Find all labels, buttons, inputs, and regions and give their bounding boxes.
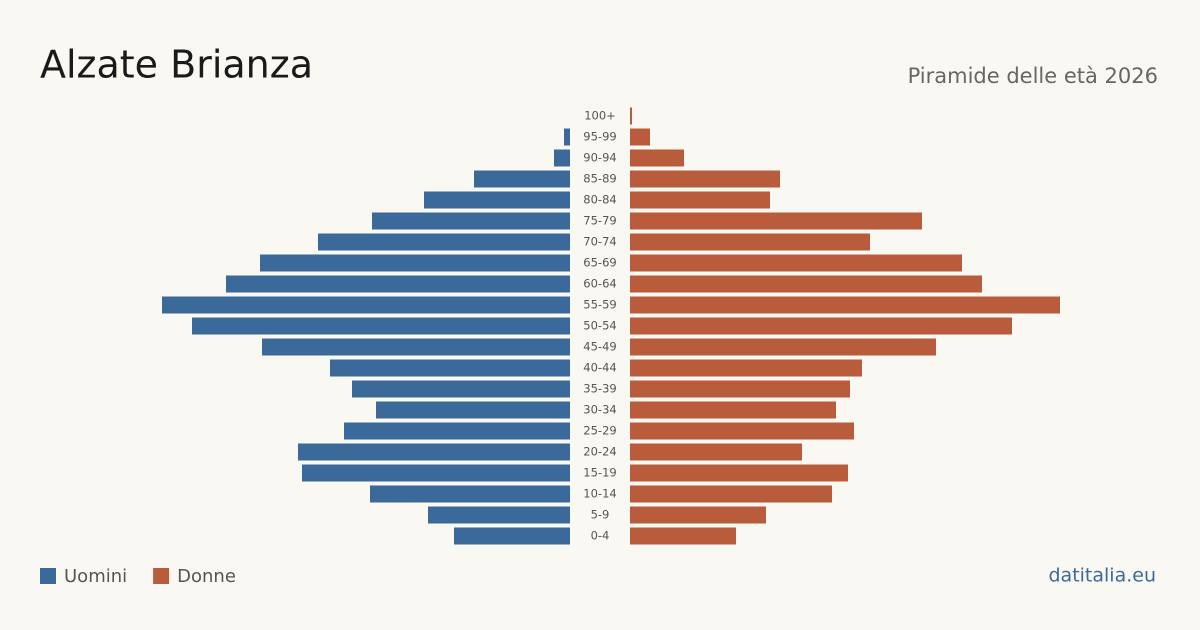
bar	[344, 422, 570, 440]
source: datitalia.eu	[1049, 565, 1157, 587]
age-label: 25-29	[583, 424, 616, 438]
bar	[630, 443, 802, 461]
bar	[630, 296, 1060, 314]
age-label: 20-24	[583, 445, 616, 459]
bar	[226, 275, 570, 293]
age-label: 85-89	[583, 172, 616, 186]
legend-label: Donne	[177, 566, 236, 587]
age-label: 60-64	[583, 277, 616, 291]
age-label: 0-4	[591, 529, 610, 543]
bar	[630, 233, 870, 251]
bar	[318, 233, 570, 251]
bar	[630, 527, 736, 545]
legend-swatch	[40, 568, 56, 584]
bar	[630, 317, 1012, 335]
age-label: 80-84	[583, 193, 616, 207]
bar	[192, 317, 570, 335]
bar	[630, 485, 832, 503]
age-label: 35-39	[583, 382, 616, 396]
bar	[162, 296, 570, 314]
bar	[630, 506, 766, 524]
bar	[630, 212, 922, 230]
bar	[564, 128, 570, 146]
age-label: 95-99	[583, 130, 616, 144]
bar	[630, 275, 982, 293]
bar	[370, 485, 570, 503]
bar	[454, 527, 570, 545]
bar	[630, 128, 650, 146]
age-label: 45-49	[583, 340, 616, 354]
age-label: 75-79	[583, 214, 616, 228]
age-label: 40-44	[583, 361, 616, 375]
bar	[302, 464, 570, 482]
bar	[352, 380, 570, 398]
bar	[474, 170, 570, 188]
bar	[630, 170, 780, 188]
age-label: 65-69	[583, 256, 616, 270]
age-label: 30-34	[583, 403, 616, 417]
bar	[630, 380, 850, 398]
bar	[428, 506, 570, 524]
chart-subtitle: Piramide delle età 2026	[908, 64, 1158, 88]
bar	[554, 149, 570, 167]
bar	[630, 422, 854, 440]
bar	[298, 443, 570, 461]
bar	[630, 191, 770, 209]
bar	[630, 401, 836, 419]
chart-title: Alzate Brianza	[40, 43, 313, 87]
bar	[424, 191, 570, 209]
legend-swatch	[153, 568, 170, 584]
age-label: 15-19	[583, 466, 616, 480]
age-label: 5-9	[591, 508, 610, 522]
legend-label: Uomini	[64, 566, 127, 587]
age-label: 100+	[584, 109, 616, 123]
bar	[330, 359, 570, 377]
bar	[630, 149, 684, 167]
bar	[376, 401, 570, 419]
bar	[372, 212, 570, 230]
bar	[630, 338, 936, 356]
bar	[630, 464, 848, 482]
age-label: 70-74	[583, 235, 616, 249]
bar	[262, 338, 570, 356]
age-label: 10-14	[583, 487, 616, 501]
bar	[630, 254, 962, 272]
age-label: 50-54	[583, 319, 616, 333]
age-label: 90-94	[583, 151, 616, 165]
bar	[630, 107, 632, 125]
bar	[630, 359, 862, 377]
age-label: 55-59	[583, 298, 616, 312]
bar	[260, 254, 570, 272]
